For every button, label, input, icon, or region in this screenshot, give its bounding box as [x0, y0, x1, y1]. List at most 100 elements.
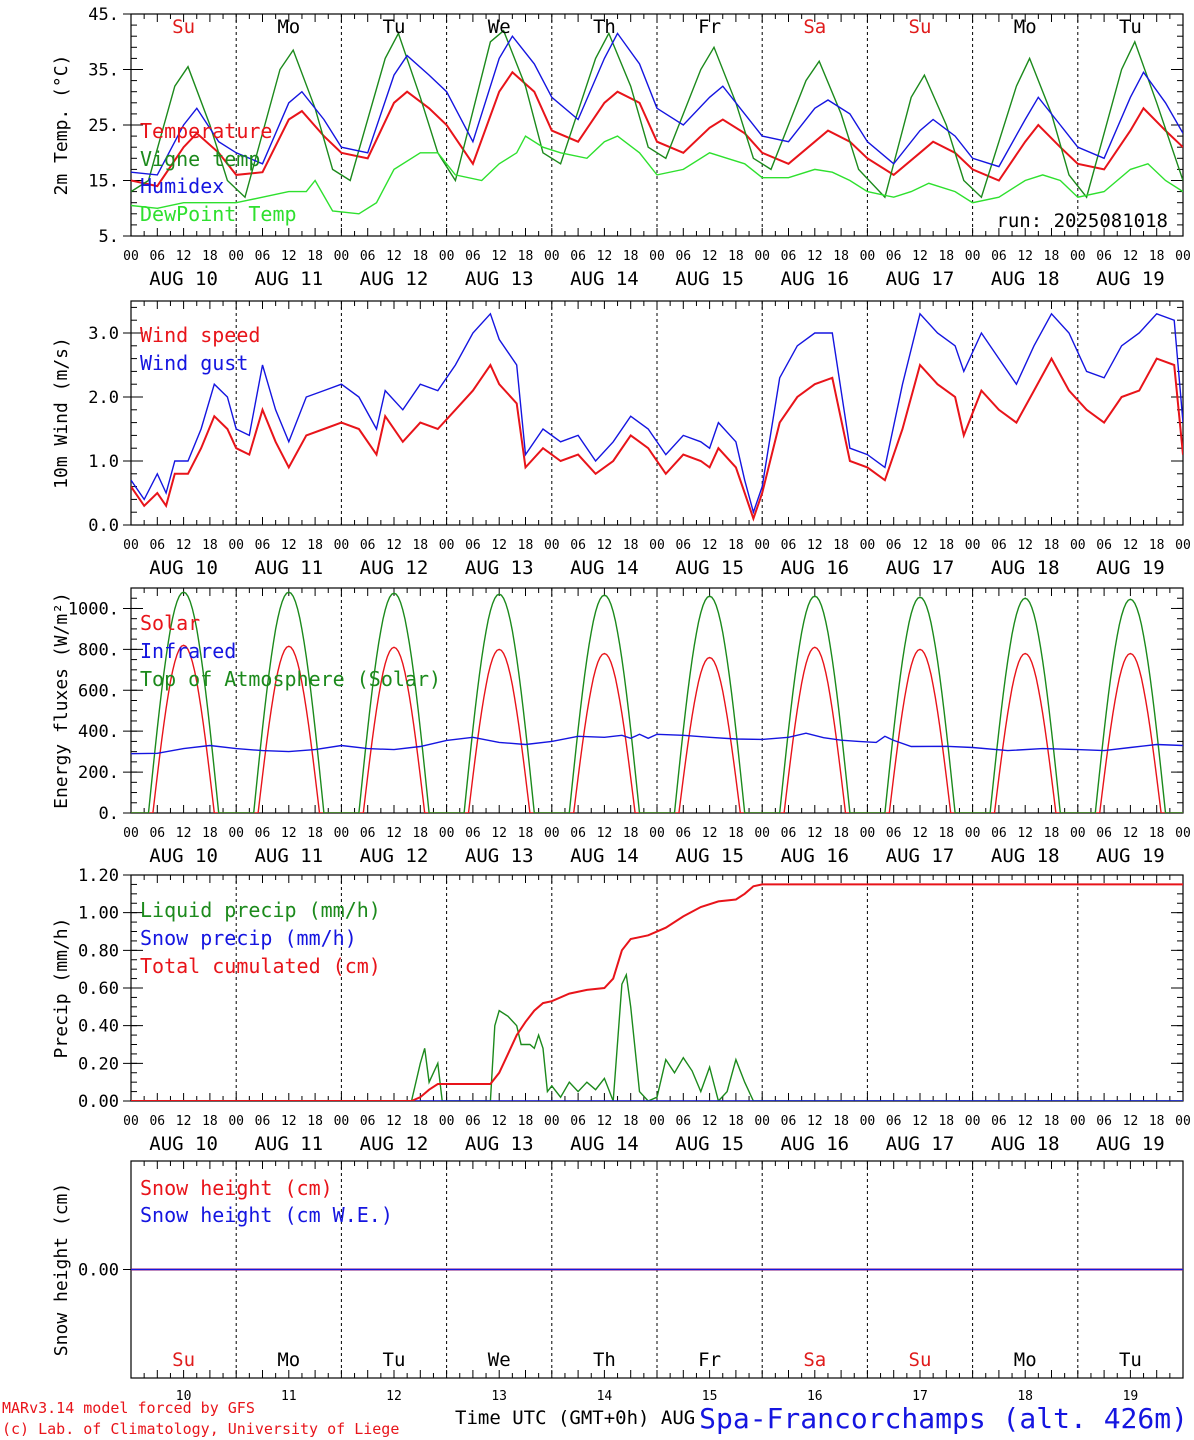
hour-label: 06	[1096, 249, 1112, 264]
date-label: AUG 17	[886, 845, 955, 867]
hour-label: 06	[886, 249, 902, 264]
weekday-label: Sa	[803, 1349, 826, 1371]
hour-label: 06	[991, 249, 1007, 264]
hour-label: 12	[702, 826, 718, 841]
hour-label: 12	[807, 826, 823, 841]
hour-label: 00	[544, 1114, 560, 1129]
station-name: Spa-Francorchamps (alt. 426m)	[699, 1402, 1188, 1435]
hour-label: 00	[1070, 826, 1086, 841]
hour-label: 12	[597, 1114, 613, 1129]
date-label: AUG 16	[780, 845, 849, 867]
panel-1: 5. 15. 25. 35. 45. 2m Temp. (°C) Temperature Vi…	[51, 5, 1191, 290]
hour-label: 12	[807, 1114, 823, 1129]
hour-label: 06	[886, 538, 902, 553]
series-line	[131, 70, 1183, 188]
y-axis-title: 2m Temp. (°C)	[51, 55, 72, 196]
hour-label: 12	[912, 538, 928, 553]
hour-label: 06	[255, 826, 271, 841]
series-line	[131, 29, 1183, 199]
series-line	[131, 135, 1183, 215]
hour-label: 06	[781, 826, 797, 841]
panel-data	[131, 29, 1183, 215]
legend-label: Humidex	[140, 174, 224, 198]
hour-label: 12	[1017, 249, 1033, 264]
hour-label: 06	[465, 826, 481, 841]
hour-label: 06	[1096, 826, 1112, 841]
date-label: AUG 15	[675, 268, 744, 290]
hour-label: 00	[965, 826, 981, 841]
date-label: AUG 14	[570, 1133, 639, 1155]
hour-label: 00	[334, 538, 350, 553]
footer: MARv3.14 model forced by GFS (c) Lab. of…	[2, 1399, 1188, 1438]
hour-label: 12	[1123, 538, 1139, 553]
hour-label: 06	[675, 538, 691, 553]
series-line	[131, 312, 1183, 515]
weekday-label: Tu	[383, 16, 406, 38]
hour-label: 18	[202, 249, 218, 264]
panel-data	[131, 312, 1183, 522]
panel-frame	[130, 300, 1184, 526]
y-tick-label: 800.	[78, 640, 119, 660]
hour-label: 06	[675, 826, 691, 841]
weekday-label: We	[488, 16, 511, 38]
series-line	[131, 591, 1183, 813]
legend-label: Snow height (cm)	[140, 1176, 333, 1200]
hour-label: 00	[439, 826, 455, 841]
hour-label: 00	[649, 1114, 665, 1129]
hour-label: 06	[360, 826, 376, 841]
hour-label: 18	[518, 826, 534, 841]
y-tick-label: 0.00	[78, 1092, 119, 1112]
y-tick-label: 2.0	[88, 388, 119, 408]
hour-label: 18	[518, 1114, 534, 1129]
hour-label: 06	[781, 249, 797, 264]
hour-label: 12	[702, 538, 718, 553]
date-label: AUG 17	[886, 1133, 955, 1155]
hour-label: 00	[1175, 249, 1191, 264]
date-label: AUG 12	[360, 845, 429, 867]
hour-label: 12	[176, 1114, 192, 1129]
weekday-label: Su	[172, 16, 195, 38]
hour-label: 18	[412, 1114, 428, 1129]
day-number-label: 10	[176, 1389, 192, 1404]
hour-label: 00	[1175, 538, 1191, 553]
hour-label: 18	[938, 1114, 954, 1129]
date-label: AUG 11	[254, 268, 323, 290]
hour-label: 00	[754, 538, 770, 553]
legend-label: Liquid precip (mm/h)	[140, 898, 381, 922]
date-label: AUG 15	[675, 1133, 744, 1155]
hour-label: 18	[833, 826, 849, 841]
day-number-label: 18	[1017, 1389, 1033, 1404]
hour-label: 12	[912, 826, 928, 841]
hour-label: 06	[465, 538, 481, 553]
hour-label: 18	[412, 249, 428, 264]
weekday-label: Tu	[1119, 16, 1142, 38]
hour-label: 06	[991, 826, 1007, 841]
hour-label: 00	[649, 249, 665, 264]
hour-label: 00	[334, 826, 350, 841]
hour-label: 18	[202, 826, 218, 841]
panel-frame	[130, 13, 1184, 237]
hour-label: 12	[912, 249, 928, 264]
date-label: AUG 13	[465, 268, 534, 290]
hour-label: 00	[1175, 826, 1191, 841]
hour-label: 12	[491, 826, 507, 841]
hour-label: 18	[1149, 826, 1165, 841]
hour-label: 18	[623, 826, 639, 841]
date-label: AUG 14	[570, 845, 639, 867]
hour-label: 18	[1044, 1114, 1060, 1129]
weekday-label: Mo	[1014, 16, 1037, 38]
hour-label: 12	[597, 826, 613, 841]
hour-label: 12	[1017, 538, 1033, 553]
weekday-label: We	[488, 1349, 511, 1371]
y-tick-label: 1.0	[88, 452, 119, 472]
weekday-label: Fr	[698, 1349, 721, 1371]
hour-label: 06	[781, 538, 797, 553]
y-tick-label: 0.0	[88, 516, 119, 536]
day-number-label: 15	[702, 1389, 718, 1404]
hour-label: 18	[412, 826, 428, 841]
y-tick-label: 1.20	[78, 866, 119, 886]
hour-label: 06	[255, 538, 271, 553]
panel-5: 0.00 Snow height (cm) Snow height (cm) Snow…	[51, 1160, 1184, 1404]
weekday-label: Tu	[1119, 1349, 1142, 1371]
hour-label: 00	[123, 538, 139, 553]
